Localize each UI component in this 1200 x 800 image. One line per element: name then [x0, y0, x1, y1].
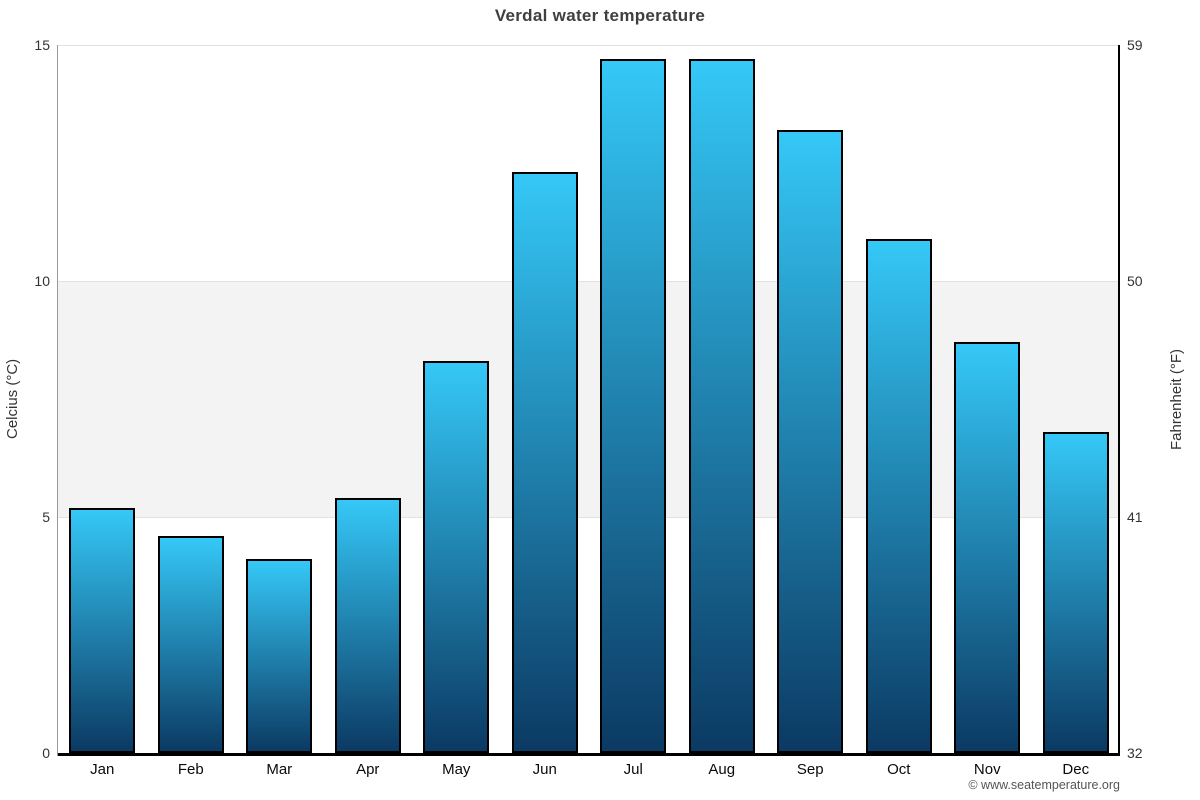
x-tick-jul: Jul [623, 761, 643, 778]
bar-sep[interactable] [777, 130, 844, 753]
chart-title: Verdal water temperature [494, 6, 706, 25]
fahrenheit-axis-title: Fahrenheit (°F) [1168, 348, 1185, 450]
right-axis-line [1118, 45, 1120, 756]
gridline-15c [58, 45, 1120, 46]
bar-mar[interactable] [246, 559, 313, 753]
bar-jan[interactable] [69, 508, 136, 753]
celsius-axis-title: Celcius (°C) [4, 358, 21, 440]
x-tick-sep: Sep [796, 761, 824, 778]
y-tick-fahrenheit-59: 59 [1127, 37, 1143, 53]
y-tick-celsius-0: 0 [42, 745, 50, 761]
gridline-10c [58, 281, 1120, 282]
x-tick-jan: Jan [90, 761, 115, 778]
x-tick-oct: Oct [887, 761, 911, 778]
y-tick-celsius-10: 10 [34, 273, 50, 289]
y-tick-fahrenheit-50: 50 [1127, 273, 1143, 289]
bar-jun[interactable] [511, 172, 578, 753]
y-tick-fahrenheit-32: 32 [1127, 745, 1143, 761]
shaded-band-5-10 [58, 281, 1120, 517]
bar-oct[interactable] [865, 239, 932, 753]
x-tick-mar: Mar [266, 761, 293, 778]
x-tick-nov: Nov [973, 761, 1001, 778]
bar-feb[interactable] [157, 536, 224, 753]
bar-apr[interactable] [334, 498, 401, 753]
x-tick-feb: Feb [177, 761, 204, 778]
x-tick-apr: Apr [356, 761, 380, 778]
y-tick-celsius-5: 5 [42, 509, 50, 525]
y-tick-celsius-15: 15 [34, 37, 50, 53]
x-tick-may: May [442, 761, 471, 778]
x-tick-dec: Dec [1062, 761, 1090, 778]
bar-dec[interactable] [1042, 432, 1109, 753]
credit-link[interactable]: © www.seatemperature.org [968, 778, 1120, 792]
y-tick-fahrenheit-41: 41 [1127, 509, 1143, 525]
bar-jul[interactable] [600, 59, 667, 753]
plot-area [58, 45, 1120, 753]
bar-may[interactable] [423, 361, 490, 753]
bar-aug[interactable] [688, 59, 755, 753]
gridline-5c [58, 517, 1120, 518]
bar-nov[interactable] [954, 342, 1021, 753]
x-tick-jun: Jun [532, 761, 557, 778]
x-tick-aug: Aug [708, 761, 736, 778]
bottom-axis-line [58, 753, 1120, 756]
left-axis-line [57, 45, 58, 756]
